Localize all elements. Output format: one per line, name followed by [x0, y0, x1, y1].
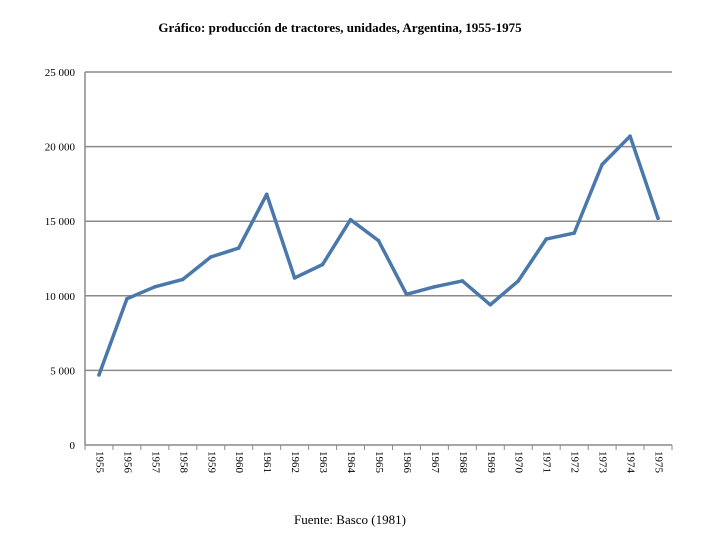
data-point — [153, 285, 157, 289]
data-point — [656, 216, 660, 221]
y-tick-label: 25 000 — [45, 67, 76, 79]
x-tick-label: 1971 — [541, 451, 553, 473]
x-tick-label: 1962 — [289, 451, 301, 473]
x-tick-label: 1959 — [205, 451, 217, 474]
series-line — [97, 134, 660, 377]
data-point — [572, 231, 576, 235]
x-tick-label: 1975 — [652, 451, 664, 474]
data-point — [181, 277, 185, 282]
data-point — [292, 276, 297, 280]
data-point — [320, 262, 325, 267]
axes — [84, 72, 673, 450]
x-tick-label: 1963 — [317, 451, 329, 474]
y-tick-label: 20 000 — [45, 142, 76, 154]
x-tick-label: 1970 — [513, 451, 525, 474]
y-tick-label: 5 000 — [50, 365, 75, 377]
x-tick-label: 1974 — [625, 451, 637, 474]
data-point — [600, 162, 604, 167]
x-tick-labels: 1955 1956 1957 1958 1959 1960 1961 1962 1963 1964… — [93, 451, 664, 474]
gridlines — [85, 71, 672, 372]
series — [97, 134, 660, 377]
data-point — [376, 238, 381, 243]
data-point — [236, 246, 241, 250]
x-tick-label: 1956 — [121, 451, 133, 474]
x-tick-label: 1973 — [597, 451, 609, 474]
y-tick-label: 0 — [70, 440, 76, 452]
data-point — [97, 373, 101, 377]
x-tick-label: 1964 — [345, 451, 357, 474]
y-tick-label: 15 000 — [45, 216, 76, 228]
y-tick-labels: 0 5 000 10 000 15 000 20 000 25 000 — [45, 67, 76, 452]
x-tick-label: 1966 — [401, 451, 413, 474]
data-point — [460, 279, 465, 283]
x-tick-label: 1967 — [429, 451, 441, 474]
data-point — [125, 296, 129, 301]
data-point — [432, 285, 437, 289]
x-tick-label: 1955 — [93, 451, 105, 474]
x-tick-label: 1968 — [457, 451, 469, 474]
x-tick-label: 1958 — [177, 451, 189, 474]
chart-title: Gráfico: producción de tractores, unidad… — [158, 20, 522, 35]
data-point — [264, 192, 269, 197]
x-tick-label: 1965 — [373, 451, 385, 474]
data-point — [544, 237, 549, 241]
data-point — [208, 255, 213, 259]
chart-source: Fuente: Basco (1981) — [294, 512, 406, 527]
x-tick-label: 1972 — [569, 451, 581, 473]
data-point — [488, 302, 493, 307]
y-tick-label: 10 000 — [45, 291, 76, 303]
data-point — [628, 134, 632, 138]
x-tick-label: 1957 — [149, 451, 161, 474]
data-point — [404, 292, 409, 297]
x-tick-label: 1960 — [233, 451, 245, 474]
x-tick-label: 1969 — [485, 451, 497, 474]
data-point — [348, 217, 353, 222]
x-tick-label: 1961 — [261, 451, 273, 473]
data-point — [516, 279, 521, 283]
